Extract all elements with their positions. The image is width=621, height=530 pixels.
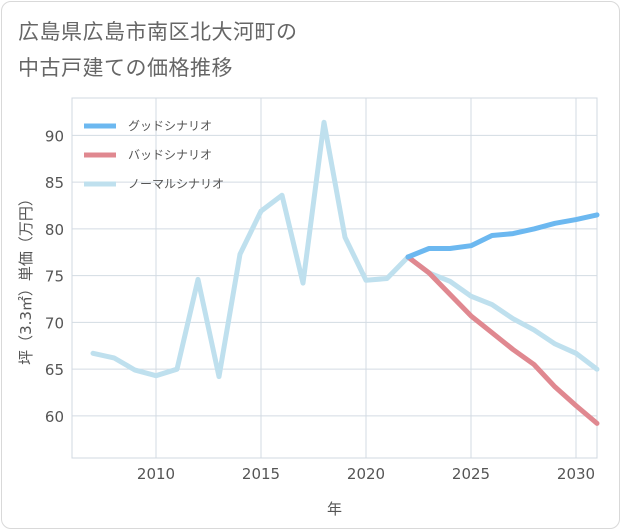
y-tick-label: 80: [45, 221, 64, 239]
legend-label: ノーマルシナリオ: [128, 177, 224, 191]
x-tick-label: 2030: [557, 465, 595, 483]
series-lines: [90, 119, 600, 426]
x-tick-label: 2020: [347, 465, 385, 483]
x-axis-title: 年: [327, 500, 342, 518]
series-line-1: [405, 254, 600, 426]
x-tick-label: 2015: [242, 465, 280, 483]
plot-area-border: [71, 97, 598, 459]
chart-title: 広島県広島市南区北大河町の 中古戸建ての価格推移: [18, 14, 298, 86]
y-tick-label: 65: [45, 361, 64, 379]
y-tick-label: 90: [45, 127, 64, 145]
axes: 60 65 70 75 80 85 90 2010 2015 2020 2025 2030 年 坪（3.3…: [17, 127, 595, 518]
y-tick-label: 75: [45, 268, 64, 286]
y-axis-title: 坪（3.3㎡）単価（万円）: [17, 191, 35, 365]
series-line-2: [90, 119, 600, 380]
y-tick-label: 85: [45, 174, 64, 192]
chart-title-line1: 広島県広島市南区北大河町の: [18, 20, 298, 44]
x-tick-label: 2010: [137, 465, 175, 483]
series-line-0: [405, 212, 600, 260]
legend-label: グッドシナリオ: [128, 119, 212, 133]
legend-label: バッドシナリオ: [128, 148, 212, 162]
y-tick-label: 70: [45, 314, 64, 332]
chart-title-line2: 中古戸建ての価格推移: [18, 56, 233, 80]
x-tick-label: 2025: [452, 465, 490, 483]
grid-lines: [71, 97, 598, 459]
y-tick-label: 60: [45, 408, 64, 426]
